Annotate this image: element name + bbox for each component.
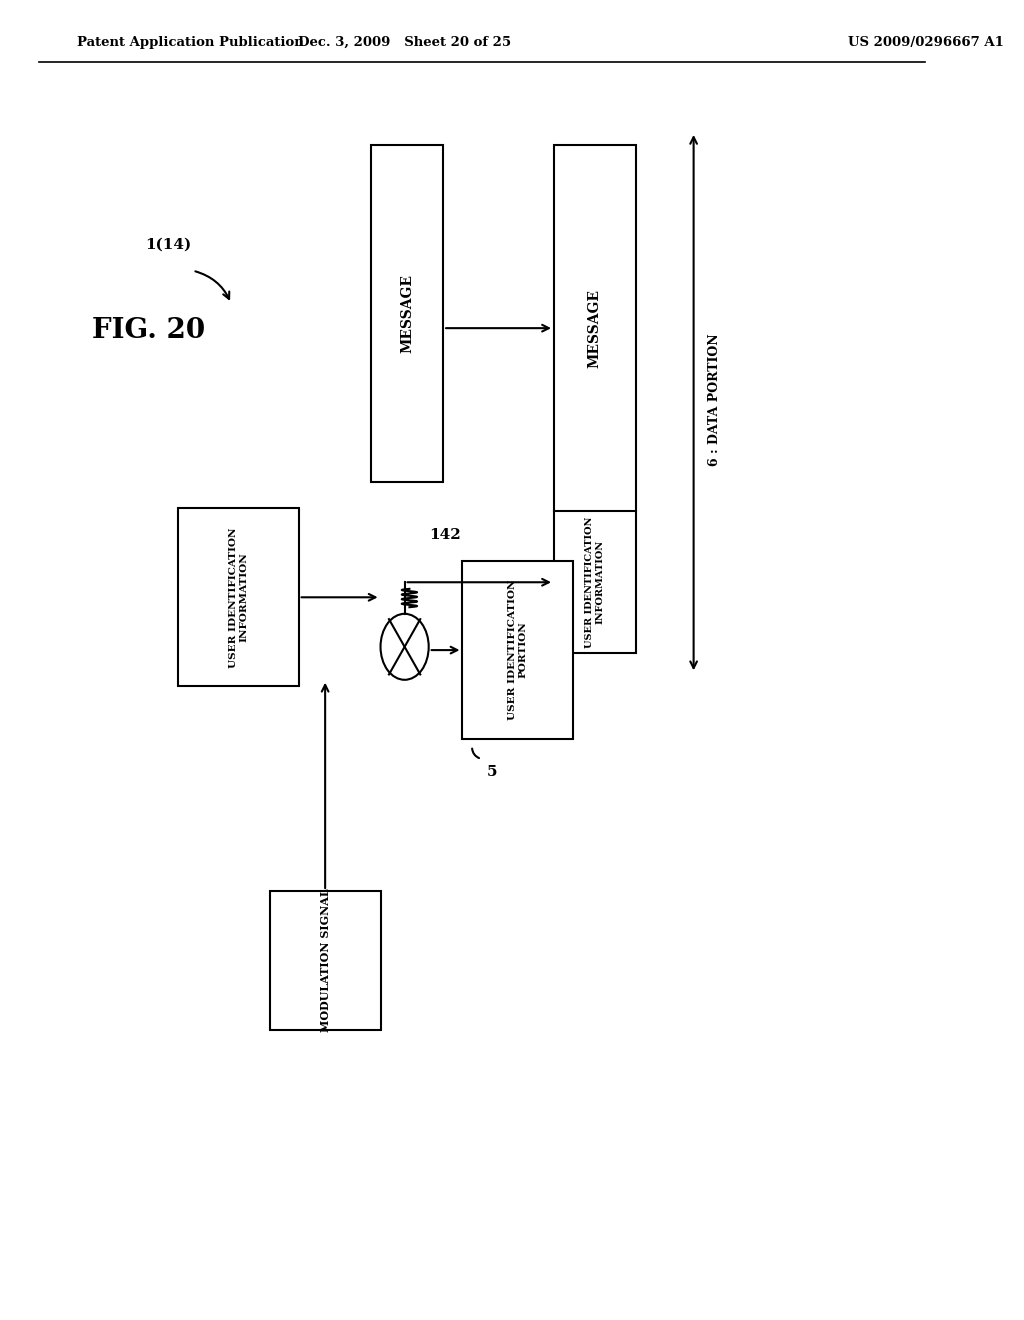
FancyBboxPatch shape — [269, 891, 381, 1030]
Text: Dec. 3, 2009   Sheet 20 of 25: Dec. 3, 2009 Sheet 20 of 25 — [298, 36, 511, 49]
Text: FIG. 20: FIG. 20 — [91, 317, 205, 343]
Text: 5: 5 — [486, 766, 497, 779]
Text: 6 : DATA PORTION: 6 : DATA PORTION — [708, 333, 721, 466]
Text: US 2009/0296667 A1: US 2009/0296667 A1 — [848, 36, 1004, 49]
Text: MESSAGE: MESSAGE — [400, 275, 414, 352]
FancyBboxPatch shape — [178, 508, 299, 686]
Text: 1(14): 1(14) — [145, 238, 191, 251]
Text: USER IDENTIFICATION
INFORMATION: USER IDENTIFICATION INFORMATION — [585, 516, 604, 648]
FancyBboxPatch shape — [463, 561, 573, 739]
Text: USER IDENTIFICATION
PORTION: USER IDENTIFICATION PORTION — [508, 579, 527, 721]
FancyBboxPatch shape — [371, 145, 443, 482]
Text: Patent Application Publication: Patent Application Publication — [77, 36, 304, 49]
Text: MESSAGE: MESSAGE — [588, 289, 602, 368]
Text: 142: 142 — [429, 528, 461, 541]
Text: MODULATION SIGNAL: MODULATION SIGNAL — [319, 888, 331, 1032]
Text: USER IDENTIFICATION
INFORMATION: USER IDENTIFICATION INFORMATION — [228, 527, 248, 668]
FancyBboxPatch shape — [554, 145, 636, 653]
